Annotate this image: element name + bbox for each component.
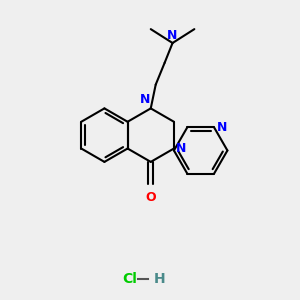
Text: H: H <box>154 272 166 286</box>
Text: O: O <box>146 190 156 204</box>
Text: N: N <box>167 29 178 42</box>
Text: Cl: Cl <box>123 272 138 286</box>
Text: N: N <box>140 93 150 106</box>
Text: N: N <box>176 142 186 155</box>
Text: N: N <box>217 121 227 134</box>
